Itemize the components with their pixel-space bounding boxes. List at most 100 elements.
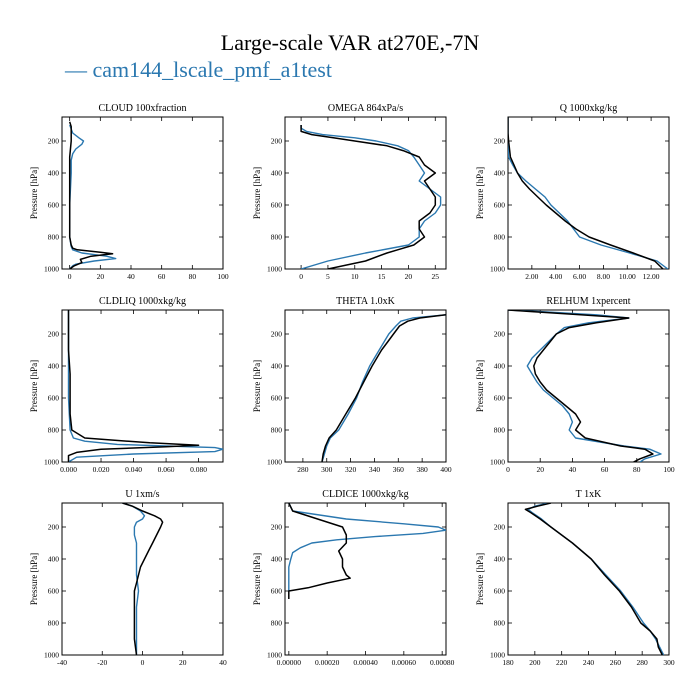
x-tick-label: 60 <box>158 272 166 281</box>
x-tick-label: 360 <box>393 465 405 474</box>
series-line-obs <box>68 121 114 269</box>
panel-title: CLDICE 1000xkg/kg <box>322 489 408 500</box>
y-tick-label: 200 <box>271 523 283 532</box>
y-axis-label: Pressure [hPa] <box>252 360 262 412</box>
y-tick-label: 1000 <box>267 458 282 467</box>
x-tick-label: 0.00080 <box>430 658 455 667</box>
y-tick-label: 200 <box>494 523 506 532</box>
y-tick-label: 200 <box>48 137 60 146</box>
y-tick-label: 800 <box>271 233 283 242</box>
y-axis-label: Pressure [hPa] <box>475 167 485 219</box>
plot-frame <box>61 309 224 463</box>
panel-9: T 1xK 200 400 600 800 1000 Pressure [hPa] 180 20… <box>475 489 675 667</box>
x-tick-label: 280 <box>297 465 309 474</box>
y-axis-label: Pressure [hPa] <box>475 553 485 605</box>
x-tick-label: 0 <box>141 658 145 667</box>
series-line-obs <box>508 117 664 269</box>
panel-title: CLOUD 100xfraction <box>98 103 186 114</box>
y-tick-label: 800 <box>271 426 283 435</box>
x-tick-label: 6.00 <box>573 272 586 281</box>
y-tick-label: 400 <box>48 555 60 564</box>
x-tick-label: 80 <box>633 465 641 474</box>
y-tick-label: 800 <box>494 426 506 435</box>
y-tick-label: 200 <box>494 137 506 146</box>
x-tick-label: 320 <box>345 465 357 474</box>
x-tick-label: 0.000 <box>60 465 77 474</box>
plot-frame <box>284 309 447 463</box>
x-tick-label: 200 <box>529 658 541 667</box>
panel-4: CLDLIQ 1000xkg/kg 200 400 600 800 1000 Pressur… <box>29 296 224 474</box>
series-line-model <box>300 125 442 269</box>
x-tick-label: 60 <box>601 465 609 474</box>
x-tick-label: 40 <box>569 465 577 474</box>
y-axis-label: Pressure [hPa] <box>29 553 39 605</box>
x-tick-label: 15 <box>378 272 386 281</box>
x-tick-label: 20 <box>97 272 105 281</box>
x-tick-label: 300 <box>321 465 333 474</box>
y-tick-label: 400 <box>494 362 506 371</box>
y-tick-label: 400 <box>494 169 506 178</box>
legend-entry-model: — cam144_lscale_pmf_a1test <box>65 57 332 82</box>
x-tick-label: 8.00 <box>597 272 610 281</box>
y-axis-label: Pressure [hPa] <box>252 167 262 219</box>
x-tick-label: 100 <box>217 272 229 281</box>
y-axis-label: Pressure [hPa] <box>29 360 39 412</box>
x-tick-label: 0.00020 <box>315 658 340 667</box>
plot-frame <box>284 116 447 270</box>
panel-title: THETA 1.0xK <box>336 296 395 307</box>
x-tick-label: 280 <box>637 658 649 667</box>
x-tick-label: 300 <box>663 658 675 667</box>
x-tick-label: 2.00 <box>525 272 538 281</box>
series-line-obs <box>508 310 654 462</box>
panel-title: T 1xK <box>576 489 602 500</box>
series-line-obs <box>300 125 437 269</box>
y-tick-label: 800 <box>48 233 60 242</box>
y-tick-label: 800 <box>494 619 506 628</box>
figure-title: Large-scale VAR at270E,-7N <box>220 30 480 55</box>
y-tick-label: 400 <box>494 555 506 564</box>
y-tick-label: 600 <box>48 587 60 596</box>
y-tick-label: 600 <box>494 587 506 596</box>
plot-frame <box>507 309 670 463</box>
panel-title: RELHUM 1xpercent <box>546 296 630 307</box>
x-tick-label: 180 <box>502 658 514 667</box>
y-tick-label: 200 <box>271 137 283 146</box>
x-tick-label: 0.060 <box>158 465 175 474</box>
y-tick-label: 600 <box>494 394 506 403</box>
series-line-model <box>67 310 223 462</box>
x-tick-label: -20 <box>97 658 107 667</box>
panel-title: CLDLIQ 1000xkg/kg <box>99 296 186 307</box>
y-tick-label: 400 <box>271 169 283 178</box>
y-tick-label: 600 <box>271 201 283 210</box>
series-line-obs <box>321 314 446 462</box>
x-tick-label: 220 <box>556 658 568 667</box>
x-tick-label: 40 <box>127 272 135 281</box>
series-line-model <box>321 314 446 462</box>
y-tick-label: 400 <box>271 555 283 564</box>
x-tick-label: 0 <box>299 272 303 281</box>
panel-title: U 1xm/s <box>125 489 159 500</box>
series-line-model <box>288 503 446 591</box>
x-tick-label: 12.00 <box>643 272 660 281</box>
y-tick-label: 200 <box>48 523 60 532</box>
x-tick-label: 0.00040 <box>353 658 378 667</box>
x-tick-label: 5 <box>326 272 330 281</box>
panel-6: RELHUM 1xpercent2004006008001000Pressure… <box>475 296 675 474</box>
y-tick-label: 600 <box>48 201 60 210</box>
plot-frame <box>61 502 224 656</box>
panel-8: CLDICE 1000xkg/kg 200 400 600 800 1000 Pressur… <box>252 489 455 667</box>
y-tick-label: 1000 <box>267 265 282 274</box>
x-tick-label: 20 <box>536 465 544 474</box>
y-tick-label: 800 <box>494 233 506 242</box>
x-tick-label: 10 <box>351 272 359 281</box>
y-tick-label: 400 <box>48 169 60 178</box>
panel-title: Q 1000xkg/kg <box>560 103 618 114</box>
x-tick-label: 0.00060 <box>392 658 417 667</box>
y-tick-label: 600 <box>271 394 283 403</box>
y-tick-label: 200 <box>494 330 506 339</box>
y-tick-label: 1000 <box>490 458 505 467</box>
y-tick-label: 1000 <box>44 458 59 467</box>
series-line-model <box>68 124 117 269</box>
